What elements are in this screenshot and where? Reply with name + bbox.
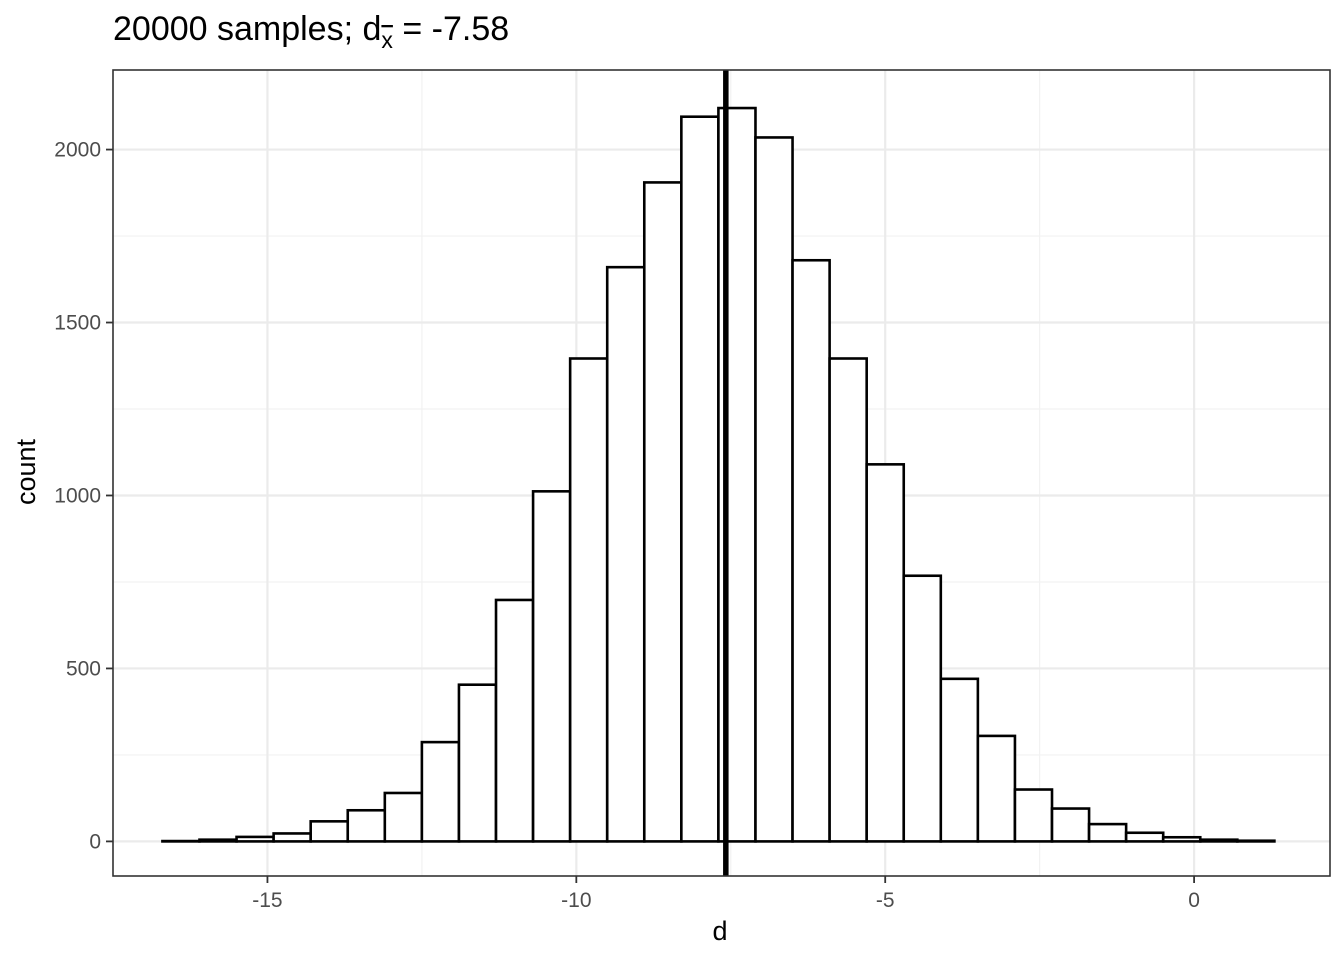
histogram-bar [198,838,238,843]
x-tick-label: 0 [1188,889,1200,912]
y-tick-label: 1000 [54,484,101,507]
histogram-bar [605,265,646,843]
histogram-bar [902,574,943,843]
x-tick-label: -5 [876,889,895,912]
histogram-bar [457,683,498,843]
chart-title-subscript: x [381,27,393,53]
tick-labels: -15 -10 -5 0 0 500 1000 1500 2000 [54,139,1200,912]
x-tick-label: -10 [561,889,591,912]
histogram-bar [531,490,572,843]
histogram-bar [1124,831,1165,843]
x-axis-title: d [712,916,727,946]
histogram-bar [309,820,350,843]
y-tick-label: 2000 [54,139,101,162]
x-tick-label: -15 [252,889,282,912]
histogram-bar [939,677,980,843]
chart-title-rest: = -7.58 [393,10,509,48]
histogram-bar [1013,788,1054,843]
y-tick-label: 0 [89,830,101,853]
histogram-bar [346,808,387,843]
axis-ticks [106,148,1195,883]
histogram-bar [1198,838,1239,843]
histogram-bar [568,357,609,843]
plot-panel-border [112,69,1331,877]
histogram-bar [1087,822,1128,843]
histogram-bar [791,258,831,843]
chart-title-main: 20000 samples; d [113,10,381,48]
histogram-bar [828,357,868,843]
histogram-bar [754,136,794,843]
histogram-bar [235,835,275,843]
histogram-bar [865,463,906,843]
histogram-bar [1050,807,1091,843]
histogram-bar [1236,839,1276,843]
histogram-bar [976,734,1017,843]
histogram-bar [383,791,424,843]
histogram-bar [642,181,683,843]
histogram-bars [161,106,1276,843]
histogram-bar [680,115,720,843]
y-tick-label: 1500 [54,312,101,335]
y-axis-title: count [11,438,41,505]
y-tick-label: 500 [66,657,101,680]
histogram-bar [272,832,312,843]
chart-title: 20000 samples; dx = -7.58 [113,10,509,53]
histogram-bar [420,740,461,843]
histogram-bar [494,598,535,843]
histogram-bar [1161,835,1202,843]
